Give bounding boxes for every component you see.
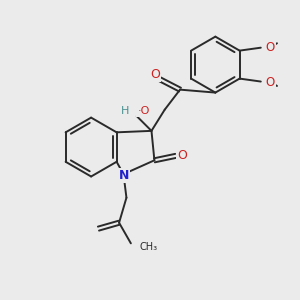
- Text: ·O: ·O: [137, 106, 150, 116]
- Text: O: O: [266, 40, 275, 54]
- Text: O: O: [177, 149, 187, 162]
- Text: O: O: [150, 68, 160, 81]
- Text: CH₃: CH₃: [140, 242, 158, 252]
- Text: O: O: [266, 76, 275, 88]
- Text: H: H: [121, 106, 129, 116]
- Text: N: N: [119, 169, 129, 182]
